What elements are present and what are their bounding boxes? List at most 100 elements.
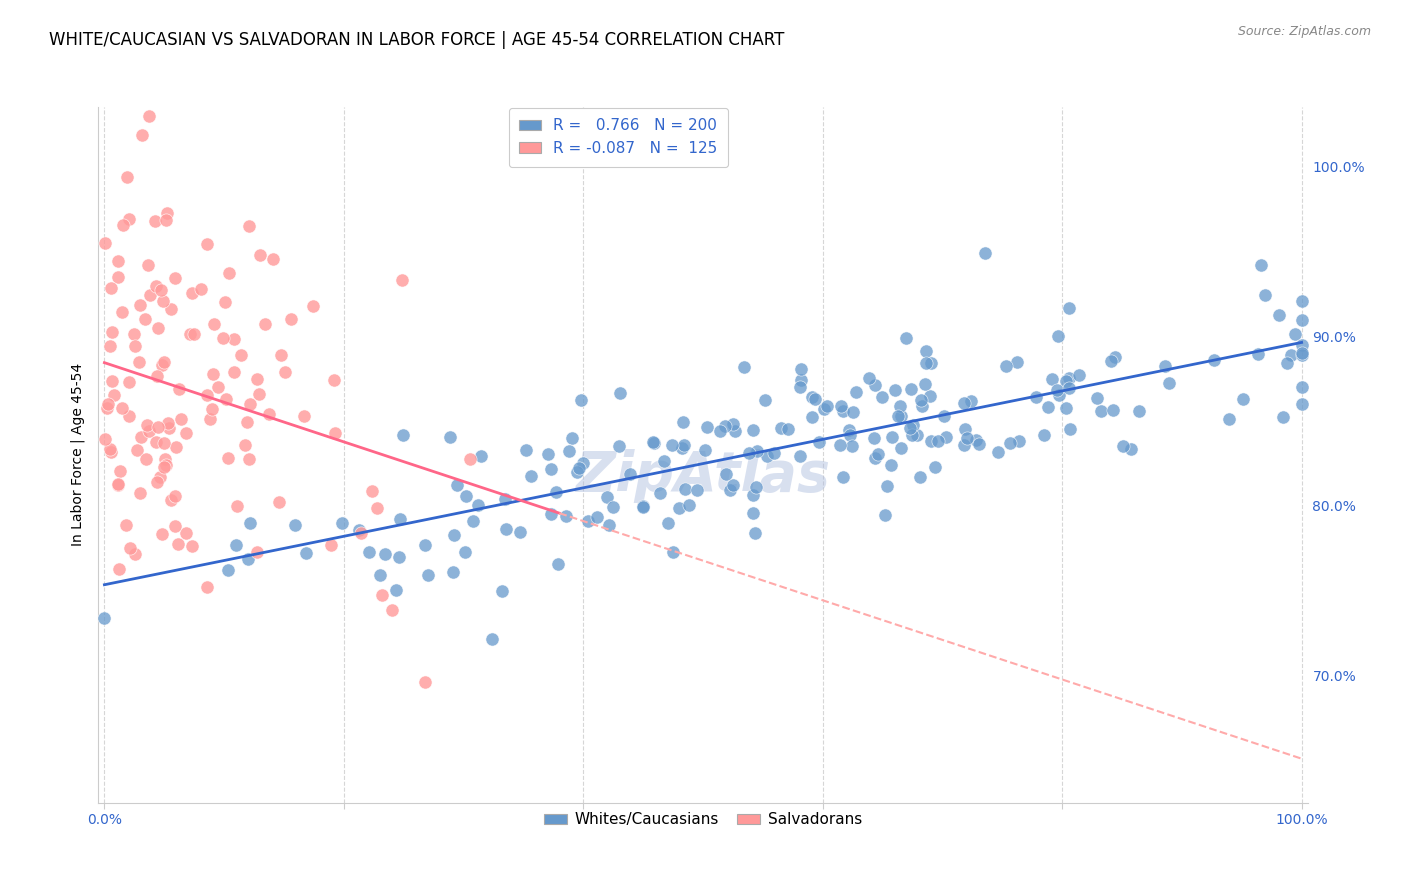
Point (813, 402, 835, 417)
Point (1291, 338, 1313, 352)
Point (875, 508, 897, 523)
Point (520, 469, 543, 483)
Point (139, 288, 162, 302)
Point (93, 611, 115, 625)
Point (195, 237, 218, 252)
Point (107, 269, 129, 284)
Point (586, 510, 609, 524)
Point (643, 436, 665, 450)
Point (157, 416, 180, 430)
Point (1232, 392, 1254, 406)
Point (657, 516, 679, 531)
Point (668, 501, 690, 516)
Point (905, 428, 928, 442)
Point (695, 443, 717, 458)
Point (165, 270, 187, 285)
Point (882, 430, 904, 444)
Point (1057, 381, 1080, 395)
Point (1046, 383, 1069, 397)
Point (830, 399, 852, 413)
Point (380, 603, 402, 617)
Point (284, 517, 307, 532)
Point (145, 435, 167, 450)
Point (112, 218, 135, 232)
Point (886, 409, 908, 424)
Point (770, 420, 793, 434)
Point (98, 339, 121, 353)
Point (101, 374, 124, 388)
Point (880, 458, 903, 472)
Point (176, 426, 198, 441)
Point (845, 384, 868, 399)
Point (1291, 293, 1313, 308)
Point (858, 371, 880, 385)
Point (1159, 376, 1181, 390)
Point (744, 526, 766, 541)
Point (454, 545, 477, 559)
Point (733, 360, 755, 375)
Point (238, 452, 260, 467)
Text: Source: ZipAtlas.com: Source: ZipAtlas.com (1237, 25, 1371, 38)
Point (153, 452, 176, 467)
Point (1291, 397, 1313, 411)
Point (169, 412, 191, 426)
Point (607, 439, 630, 453)
Point (323, 373, 346, 387)
Point (100, 445, 122, 459)
Point (914, 377, 936, 392)
Point (413, 538, 436, 552)
Point (207, 380, 229, 394)
Point (994, 359, 1017, 374)
Point (174, 526, 197, 541)
Point (673, 482, 696, 496)
Point (631, 500, 654, 514)
Point (149, 469, 172, 483)
Point (246, 372, 269, 386)
Point (495, 522, 517, 536)
Point (724, 425, 747, 439)
Point (555, 508, 578, 523)
Point (103, 388, 125, 402)
Point (832, 404, 855, 418)
Point (894, 331, 917, 345)
Point (876, 479, 898, 493)
Point (249, 247, 271, 261)
Point (1254, 288, 1277, 302)
Point (789, 449, 811, 463)
Point (672, 415, 695, 429)
Point (1099, 353, 1122, 368)
Point (863, 377, 886, 392)
Point (200, 412, 222, 426)
Point (481, 632, 503, 647)
Point (280, 312, 302, 326)
Point (953, 438, 976, 452)
Point (1202, 353, 1225, 368)
Point (741, 423, 763, 437)
Point (456, 489, 478, 503)
Point (866, 447, 889, 461)
Point (120, 541, 142, 556)
Point (118, 375, 141, 389)
Point (190, 282, 212, 296)
Point (914, 343, 936, 358)
Point (181, 286, 204, 301)
Point (239, 397, 262, 411)
Point (619, 467, 641, 481)
Point (839, 428, 862, 442)
Point (359, 544, 381, 558)
Point (259, 407, 281, 421)
Point (576, 514, 599, 528)
Point (93, 235, 115, 250)
Point (159, 493, 181, 508)
Point (330, 516, 353, 530)
Point (135, 418, 157, 433)
Point (686, 483, 709, 497)
Point (152, 355, 174, 369)
Point (918, 389, 941, 403)
Point (236, 416, 259, 430)
Point (841, 439, 863, 453)
Point (920, 356, 942, 370)
Point (953, 422, 976, 436)
Point (648, 486, 671, 500)
Point (441, 566, 464, 580)
